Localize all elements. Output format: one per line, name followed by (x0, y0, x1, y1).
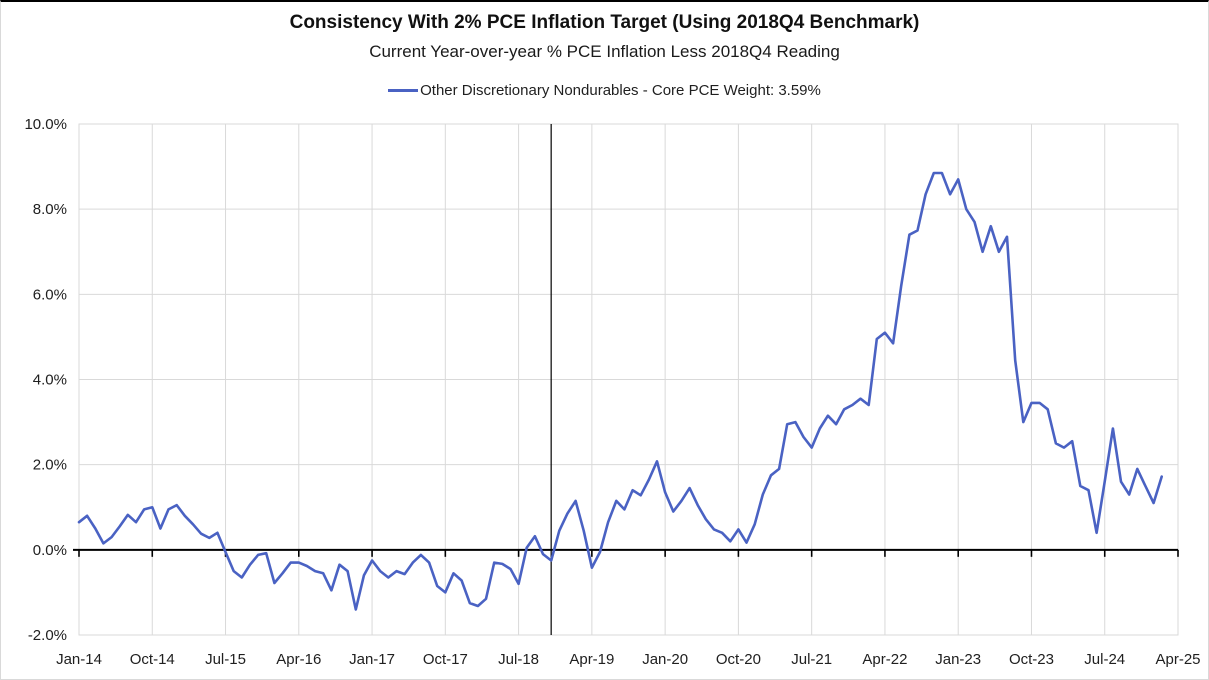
y-tick-label: 6.0% (33, 286, 67, 303)
y-tick-label: 2.0% (33, 457, 67, 474)
x-tick-label: Jan-17 (349, 651, 395, 668)
y-tick-label: 10.0% (24, 116, 67, 133)
x-tick-label: Jul-21 (791, 651, 832, 668)
x-axis (73, 548, 1179, 557)
x-tick-label: Jan-23 (935, 651, 981, 668)
chart-title: Consistency With 2% PCE Inflation Target… (289, 12, 920, 33)
x-tick-label: Apr-22 (862, 651, 907, 668)
x-tick-label: Jul-18 (498, 651, 539, 668)
y-tick-label: 0.0% (33, 542, 67, 559)
x-axis-labels: Jan-14 Oct-14 Jul-15 Apr-16 Jan-17 Oct-17 Jul-… (56, 651, 1200, 668)
plot-border (78, 123, 1179, 636)
x-tick-label: Oct-14 (130, 651, 175, 668)
legend-label: Other Discretionary Nondurables - Core P… (420, 82, 821, 99)
x-tick-label: Jul-24 (1084, 651, 1125, 668)
x-tick-label: Oct-23 (1009, 651, 1054, 668)
y-tick-label: 4.0% (33, 372, 67, 389)
x-tick-label: Oct-20 (716, 651, 761, 668)
x-tick-label: Jan-14 (56, 651, 102, 668)
chart-subtitle: Current Year-over-year % PCE Inflation L… (369, 42, 840, 61)
gridlines (78, 123, 1179, 636)
x-tick-label: Jul-15 (205, 651, 246, 668)
x-tick-label: Apr-16 (276, 651, 321, 668)
y-axis-labels: 10.0% 8.0% 6.0% 4.0% 2.0% 0.0% -2.0% (24, 116, 67, 644)
y-tick-label: -2.0% (28, 627, 67, 644)
x-tick-label: Jan-20 (642, 651, 688, 668)
x-tick-label: Oct-17 (423, 651, 468, 668)
legend: Other Discretionary Nondurables - Core P… (1, 82, 1208, 100)
legend-line-marker (388, 88, 419, 92)
x-tick-label: Apr-25 (1155, 651, 1200, 668)
data-line-other-discretionary-nondurables (77, 171, 1163, 611)
y-tick-label: 8.0% (33, 201, 67, 218)
x-tick-label: Apr-19 (569, 651, 614, 668)
